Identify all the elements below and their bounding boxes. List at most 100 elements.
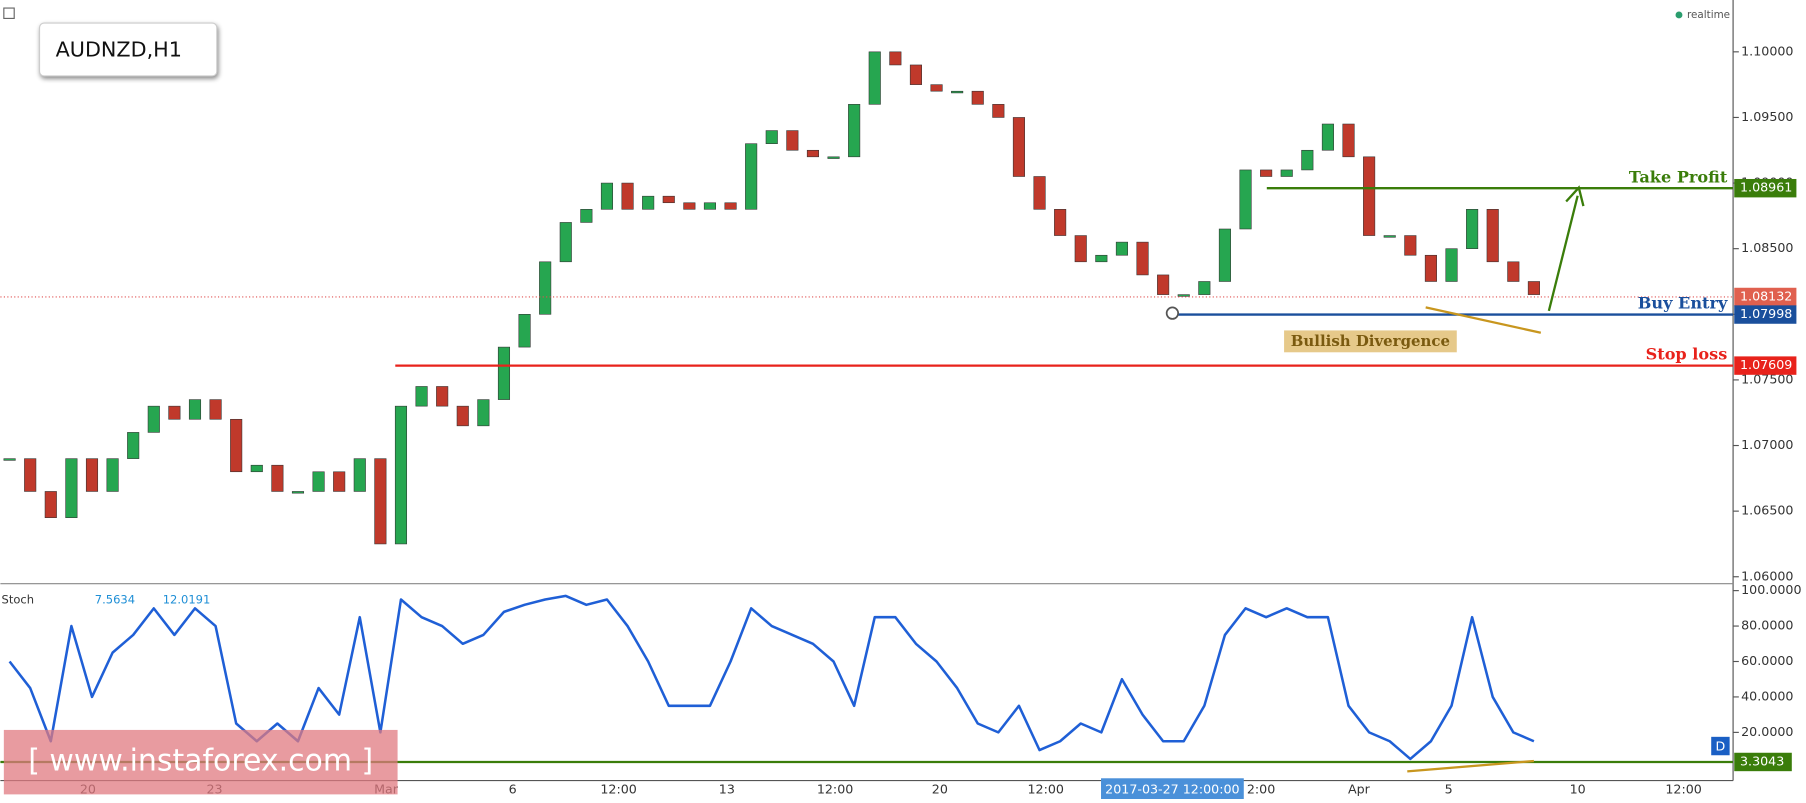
candle (951, 90, 964, 94)
candle (1033, 176, 1046, 210)
candle (333, 471, 346, 492)
annotation: Bullish Divergence (1291, 332, 1450, 350)
x-tick-label: 12:00 (600, 781, 636, 796)
x-tick-label: 13 (719, 781, 735, 796)
candle (24, 458, 37, 492)
candle (1486, 209, 1499, 263)
candle (703, 202, 716, 210)
y-tick-label: 1.07500 (1741, 371, 1793, 386)
candle (724, 202, 737, 210)
level-name: Stop loss (1646, 345, 1728, 364)
divergence-line (1407, 759, 1535, 773)
date-cursor-box (1101, 778, 1244, 799)
current-price-box (1734, 287, 1797, 307)
symbol-label: AUDNZD,H1 (56, 38, 182, 62)
candle (85, 458, 99, 492)
x-tick-label: 2:00 (1247, 781, 1275, 796)
candle (394, 405, 408, 545)
candle (1260, 169, 1273, 177)
candle (518, 314, 531, 348)
target-arrow (1547, 195, 1579, 312)
x-tick-label: 5 (1445, 781, 1453, 796)
candle (106, 458, 119, 492)
indicator-value: 12.0191 (163, 592, 211, 606)
indicator-value: 7.5634 (95, 592, 135, 606)
candle (1074, 235, 1087, 263)
candle (127, 432, 140, 459)
candle (1157, 274, 1170, 295)
candle (147, 405, 160, 433)
level-value: 1.08961 (1740, 180, 1792, 195)
y-tick-label: 1.10000 (1741, 43, 1793, 58)
candle (600, 182, 614, 210)
x-tick-label: Apr (1348, 781, 1371, 796)
y-tick-label: 80.0000 (1741, 618, 1793, 633)
indicator-title: Stoch (2, 592, 34, 606)
x-tick-label: 10 (1570, 781, 1586, 796)
candle (580, 209, 593, 223)
candle (1177, 294, 1190, 297)
candle (312, 471, 325, 492)
candle (415, 386, 428, 407)
candle (889, 51, 902, 66)
period-badge[interactable]: D (1716, 739, 1726, 754)
x-tick-label: 12:00 (817, 781, 853, 796)
y-tick-label: 100.0000 (1741, 582, 1801, 597)
candle (209, 399, 222, 420)
candle (3, 458, 16, 461)
candle (374, 458, 387, 545)
y-tick-label: 1.06000 (1741, 568, 1793, 583)
level-box (1734, 356, 1797, 375)
y-tick-label: 20.0000 (1741, 724, 1793, 739)
arrow-head (1565, 185, 1585, 207)
current-price-label: 1.08132 (1740, 288, 1792, 303)
candle (745, 143, 758, 210)
candle (1383, 235, 1396, 238)
stoch-level-box (1734, 752, 1792, 772)
candle (477, 399, 490, 427)
candle (230, 418, 243, 473)
candle (662, 195, 675, 204)
level-box (1734, 178, 1797, 198)
period-badge-box[interactable] (1711, 736, 1730, 756)
candle (806, 149, 819, 158)
candle (765, 130, 778, 144)
level-name: Take Profit (1629, 167, 1728, 186)
realtime-dot (1675, 11, 1683, 19)
candle (271, 464, 284, 492)
symbol-box (38, 22, 218, 77)
candle (1198, 281, 1211, 295)
y-tick-label: 1.08500 (1741, 240, 1793, 255)
candle (353, 458, 366, 492)
candle (992, 104, 1005, 118)
price-pane: 1.060001.065001.070001.075001.080001.085… (0, 43, 1797, 796)
candle (1218, 228, 1231, 282)
candle (168, 405, 181, 420)
y-tick-label: 60.0000 (1741, 653, 1793, 668)
candle (868, 51, 881, 105)
candle (250, 464, 263, 473)
candle (930, 84, 943, 92)
candle (539, 261, 552, 315)
candle (1466, 209, 1479, 249)
candle (1115, 241, 1128, 256)
watermark-box (3, 729, 398, 795)
date-cursor: 2017-03-27 12:00:00 (1105, 781, 1239, 796)
y-tick-label: 1.06500 (1741, 503, 1793, 518)
candle (1054, 209, 1067, 236)
candle (1404, 235, 1417, 256)
x-tick-label: 20 (932, 781, 948, 796)
divergence-line (1425, 306, 1542, 334)
annotation-box (1284, 330, 1457, 353)
watermark: [ www.instaforex.com ] (28, 744, 373, 779)
candle (1012, 117, 1025, 177)
x-tick-label: 6 (509, 781, 517, 796)
candle (827, 156, 840, 159)
candle (848, 104, 861, 158)
collapse-icon[interactable] (3, 7, 15, 19)
candle (1445, 248, 1458, 282)
candle (971, 90, 984, 105)
